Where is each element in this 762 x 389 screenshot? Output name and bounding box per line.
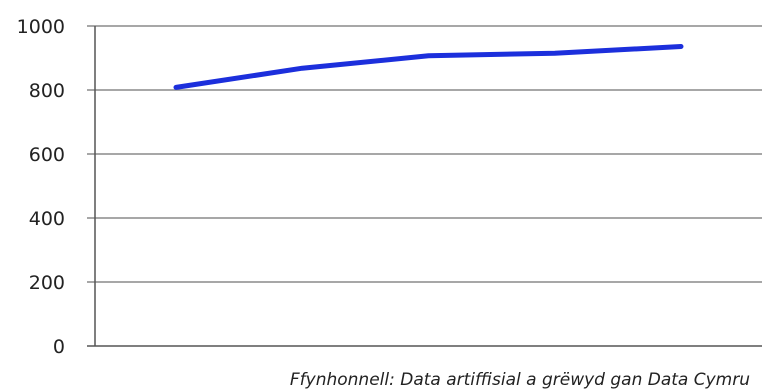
y-axis-ticks: 0 200 400 600 800 1000 <box>17 16 65 358</box>
y-tick-label: 800 <box>29 80 65 102</box>
source-note: Ffynhonnell: Data artiffisial a grëwyd g… <box>290 370 750 389</box>
series-line-0 <box>173 44 684 90</box>
y-tick-label: 0 <box>53 336 65 358</box>
series-lines <box>173 44 684 90</box>
gridlines <box>87 25 762 347</box>
y-tick-label: 600 <box>29 144 65 166</box>
y-tick-label: 200 <box>29 272 65 294</box>
y-tick-label: 1000 <box>17 16 65 38</box>
y-tick-label: 400 <box>29 208 65 230</box>
